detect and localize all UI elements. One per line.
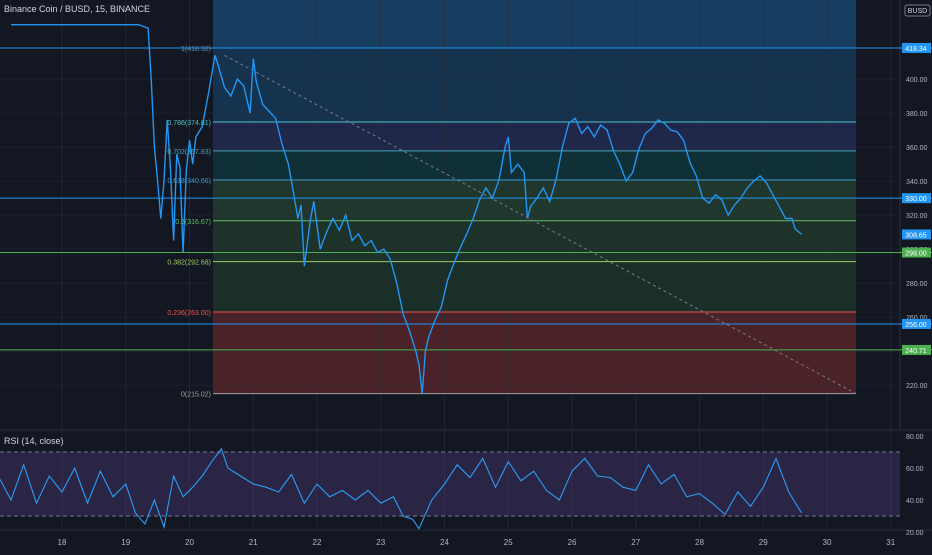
price-tick-label: 220.00 — [906, 383, 928, 390]
time-tick-label: 23 — [376, 538, 385, 547]
time-tick-label: 31 — [886, 538, 895, 547]
price-tag — [902, 344, 931, 355]
fib-zone — [213, 220, 856, 262]
rsi-title: RSI (14, close) — [4, 436, 64, 446]
rsi-line — [0, 447, 802, 530]
price-tick-label: 360.00 — [906, 145, 928, 152]
time-tick-label: 28 — [695, 538, 704, 547]
fib-label: 0(215.02) — [181, 392, 211, 399]
price-tag — [902, 193, 931, 204]
price-tick-label: 400.00 — [906, 77, 928, 84]
currency-badge — [904, 4, 931, 17]
fib-label: 0.382(292.68) — [167, 260, 211, 267]
price-tag-label: 330.00 — [905, 196, 927, 203]
rsi-tick-label: 40.00 — [906, 498, 924, 505]
fib-zone — [213, 312, 856, 394]
time-tick-label: 26 — [568, 538, 577, 547]
time-tick-label: 29 — [759, 538, 768, 547]
fib-zone — [213, 121, 856, 151]
rsi-tick-label: 20.00 — [906, 530, 924, 537]
fib-zone — [213, 150, 856, 181]
fib-zone — [213, 48, 856, 122]
time-tick-label: 22 — [313, 538, 322, 547]
fib-label: 0.702(357.83) — [167, 149, 211, 156]
fib-zone-top — [213, 0, 856, 48]
price-tag-label: 308.65 — [905, 232, 927, 239]
price-tag-label: 240.71 — [905, 348, 927, 355]
fib-label: 1(418.32) — [181, 46, 211, 53]
fib-label: 0.786(374.81) — [167, 120, 211, 127]
fib-label: 0.5(316.67) — [175, 219, 211, 226]
time-tick-label: 27 — [631, 538, 640, 547]
price-tag-label: 298.00 — [905, 251, 927, 258]
price-tag-label: 418.34 — [905, 46, 927, 53]
fib-zone — [213, 261, 856, 313]
price-tick-label: 380.00 — [906, 111, 928, 118]
price-tag-label: 256.00 — [905, 322, 927, 329]
symbol-title: Binance Coin / BUSD, 15, BINANCE — [4, 4, 151, 14]
time-tick-label: 21 — [249, 538, 258, 547]
time-tick-label: 18 — [58, 538, 67, 547]
price-tag — [902, 247, 931, 258]
price-tag — [902, 318, 931, 329]
price-tick-label: 260.00 — [906, 315, 928, 322]
fib-label: 0.236(263.00) — [167, 310, 211, 317]
price-tag — [902, 42, 931, 53]
fib-trend-line — [224, 54, 857, 395]
time-tick-label: 25 — [504, 538, 513, 547]
currency-label: BUSD — [908, 8, 927, 15]
time-tick-label: 20 — [185, 538, 194, 547]
time-tick-label: 30 — [823, 538, 832, 547]
fib-label: 0.618(340.66) — [167, 178, 211, 185]
rsi-tick-label: 80.00 — [906, 434, 924, 441]
price-tick-label: 340.00 — [906, 179, 928, 186]
price-axis-bg — [900, 0, 932, 550]
rsi-tick-label: 60.00 — [906, 466, 924, 473]
time-tick-label: 19 — [121, 538, 130, 547]
price-tick-label: 320.00 — [906, 213, 928, 220]
price-tick-label: 280.00 — [906, 281, 928, 288]
price-line — [11, 24, 802, 394]
time-tick-label: 24 — [440, 538, 449, 547]
price-tag — [902, 229, 931, 240]
